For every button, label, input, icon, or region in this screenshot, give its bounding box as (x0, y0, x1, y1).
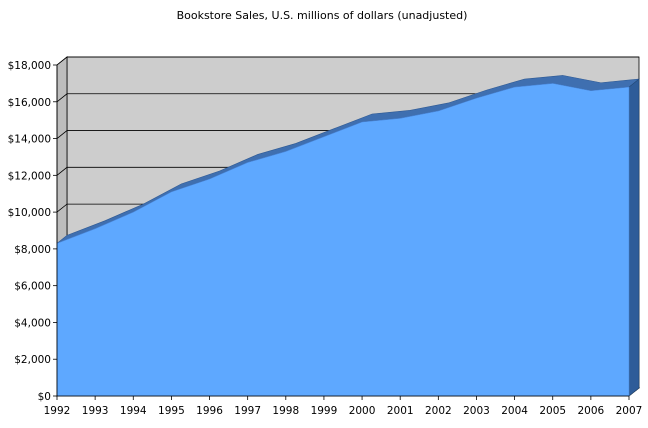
x-tick-label: 2003 (463, 405, 490, 417)
y-axis: $0 $2,000 $4,000 $6,000 $8,000 $10,000 $12,000… (8, 60, 58, 403)
x-tick-label: 2005 (539, 405, 566, 417)
x-tick-label: 1993 (82, 405, 109, 417)
x-tick-label: 2002 (425, 405, 452, 417)
y-tick-label: $6,000 (14, 281, 51, 293)
y-tick-label: $2,000 (14, 354, 51, 366)
x-tick-label: 2004 (501, 405, 528, 417)
y-tick-label: $14,000 (8, 134, 51, 146)
x-tick-label: 1998 (272, 405, 299, 417)
area-side-face (628, 78, 640, 397)
y-tick-label: $8,000 (14, 244, 51, 256)
chart-title: Bookstore Sales, U.S. millions of dollar… (177, 9, 468, 22)
x-axis: 1992 1993 1994 1995 1996 1997 1998 1999 2000 2001… (44, 395, 643, 417)
y-tick-label: $10,000 (8, 207, 51, 219)
y-tick-label: $16,000 (8, 97, 51, 109)
area-series (56, 75, 640, 397)
x-tick-label: 1994 (120, 405, 147, 417)
x-tick-label: 2006 (577, 405, 604, 417)
y-tick-label: $0 (38, 391, 51, 403)
x-tick-label: 1999 (311, 405, 338, 417)
x-tick-label: 1992 (44, 405, 71, 417)
x-tick-label: 1997 (234, 405, 261, 417)
x-tick-label: 1995 (158, 405, 185, 417)
y-tick-label: $18,000 (8, 60, 51, 72)
x-tick-label: 2007 (616, 405, 643, 417)
y-tick-label: $12,000 (8, 170, 51, 182)
y-gridline (56, 56, 639, 66)
area-front-face (56, 83, 630, 397)
x-tick-label: 2000 (349, 405, 376, 417)
x-tick-label: 1996 (196, 405, 223, 417)
y-gridline (56, 93, 639, 103)
x-tick-label: 2001 (387, 405, 414, 417)
y-tick-label: $4,000 (14, 317, 51, 329)
